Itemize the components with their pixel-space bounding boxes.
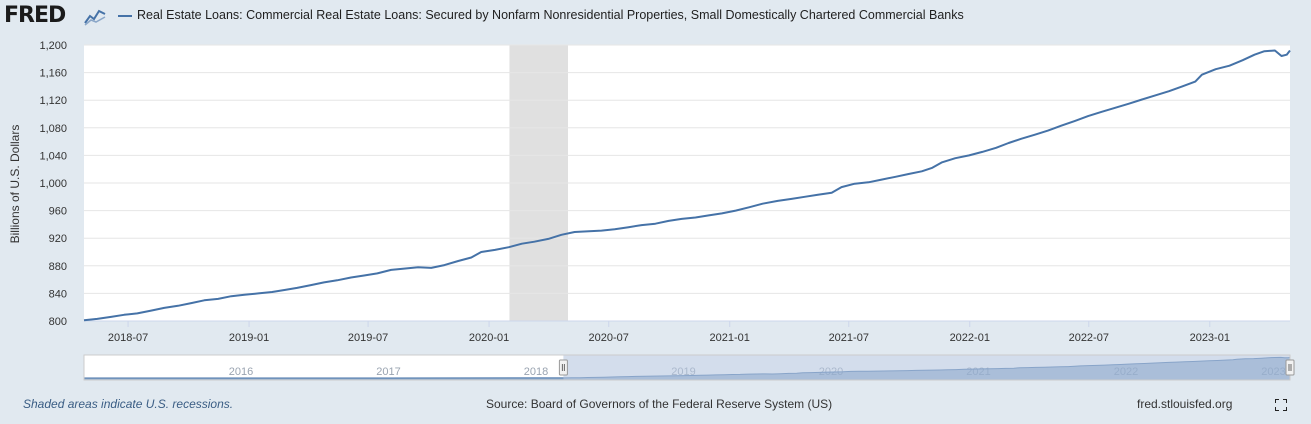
x-tick-label: 2021-01 (710, 332, 750, 344)
x-tick-label: 2020-01 (469, 332, 509, 344)
y-tick-label: 1,040 (39, 150, 67, 162)
y-tick-label: 960 (49, 206, 67, 218)
navigator-year-label: 2017 (376, 366, 400, 378)
navigator-year-label: 2016 (229, 366, 253, 378)
recession-note: Shaded areas indicate U.S. recessions. (23, 397, 234, 411)
x-tick-label: 2023-01 (1190, 332, 1230, 344)
y-tick-label: 1,160 (39, 68, 67, 80)
navigator-year-label: 2018 (524, 366, 548, 378)
x-tick-labels: 2018-07 2019-01 2019-07 2020-01 2020-07 2021-… (108, 321, 1230, 344)
site-link[interactable]: fred.stlouisfed.org (1137, 397, 1233, 411)
legend-line-swatch (118, 15, 132, 17)
y-tick-label: 880 (49, 261, 67, 273)
x-tick-label: 2019-07 (348, 332, 388, 344)
y-tick-label: 1,000 (39, 178, 67, 190)
chart-svg: 800 840 880 920 960 1,000 1,040 1,080 1,120 1,160… (39, 40, 1295, 381)
x-tick-label: 2021-07 (829, 332, 869, 344)
range-navigator[interactable]: 20162017201820192020202120222023 (83, 354, 1295, 381)
fullscreen-icon[interactable] (1275, 399, 1287, 411)
series-line (83, 49, 1291, 322)
y-tick-label: 1,200 (39, 40, 67, 52)
y-tick-labels: 800 840 880 920 960 1,000 1,040 1,080 1,120 1,160… (39, 40, 67, 328)
x-tick-label: 2022-01 (950, 332, 990, 344)
fred-graph-icon (84, 6, 106, 26)
y-tick-label: 1,120 (39, 95, 67, 107)
x-tick-label: 2019-01 (229, 332, 269, 344)
y-tick-label: 840 (49, 288, 67, 300)
y-tick-label: 1,080 (39, 123, 67, 135)
series-group (83, 49, 1291, 322)
y-tick-label: 800 (49, 316, 67, 328)
x-tick-label: 2022-07 (1069, 332, 1109, 344)
chart-title: Real Estate Loans: Commercial Real Estat… (137, 8, 964, 22)
x-tick-label: 2020-07 (589, 332, 629, 344)
handle-grip[interactable] (1285, 359, 1295, 376)
navigator-right-handle[interactable] (1285, 359, 1295, 376)
handle-grip[interactable] (558, 359, 568, 376)
navigator-selected-range[interactable] (563, 355, 1290, 380)
x-tick-label: 2018-07 (108, 332, 148, 344)
y-tick-label: 920 (49, 233, 67, 245)
source-text: Source: Board of Governors of the Federa… (486, 397, 833, 411)
chart-header: FRED Real Estate Loans: Commercial Real … (0, 0, 1311, 34)
navigator-left-handle[interactable] (558, 359, 568, 376)
fred-logo[interactable]: FRED (4, 3, 66, 28)
gridline-group (84, 44, 1290, 322)
